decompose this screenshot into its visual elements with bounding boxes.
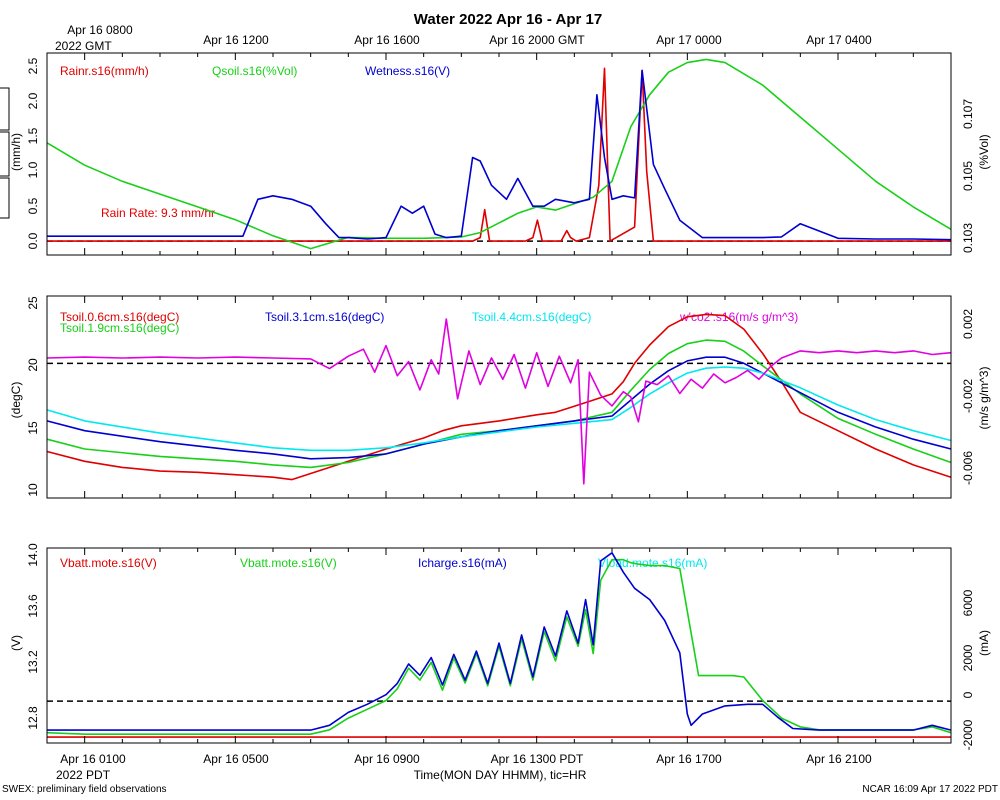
- y-tick-label: 13.6: [26, 594, 40, 618]
- legend-wetness: Wetness.s16(V): [365, 64, 450, 78]
- bottom-tick-label: Apr 16 1300 PDT: [491, 752, 584, 766]
- left-edge-marks: [0, 87, 10, 219]
- y-tick-label: 15: [26, 421, 40, 435]
- left-tick-labels: 12.8 13.2 13.6 14.0: [26, 543, 40, 730]
- left-tick-labels: 10 15 20 25: [26, 296, 40, 497]
- bottom-tick-label: Apr 16 0100: [60, 752, 126, 766]
- y-label-left: (V): [9, 635, 23, 651]
- y-tick-label: 13.2: [26, 650, 40, 674]
- y-label-right: (%Vol): [977, 134, 991, 169]
- panel-soil-temperature: Tsoil.0.6cm.s16(degC) Tsoil.1.9cm.s16(de…: [9, 295, 991, 499]
- legend-icharge: Icharge.s16(mA): [418, 556, 507, 570]
- chart-title: Water 2022 Apr 16 - Apr 17: [414, 11, 602, 28]
- series-line-tsoil-1-9cm-s16-degc: [46, 339, 952, 469]
- legend-vload: Vload.mote.s16(mA): [598, 556, 707, 570]
- left-tick-labels: 0.0 0.5 1.0 1.5 2.0 2.5: [26, 57, 40, 249]
- bottom-tick-label: Apr 16 0900: [354, 752, 420, 766]
- y-tick-label: 1.0: [26, 161, 40, 178]
- series-line-tsoil-0-6cm-s16-degc: [46, 313, 952, 481]
- panel-frame: [46, 52, 952, 256]
- legend-tsoil-19: Tsoil.1.9cm.s16(degC): [60, 321, 179, 335]
- y-tick-label: 10: [26, 483, 40, 497]
- series-line-vbatt-mote-s16-v: [46, 558, 952, 736]
- top-axis-labels: Apr 16 0800 Apr 16 1200 Apr 16 1600 Apr …: [55, 23, 872, 53]
- top-tick-label: Apr 16 2000 GMT: [489, 33, 585, 47]
- y-tick-label: 0.0: [26, 232, 40, 249]
- rain-rate-annotation: Rain Rate: 9.3 mm/hr: [101, 206, 215, 220]
- bottom-axis-sublabel: 2022 PDT: [56, 768, 111, 782]
- series-line-rainr-s16-mm-h: [47, 67, 951, 242]
- legend-vbatt-green: Vbatt.mote.s16(V): [240, 556, 337, 570]
- y-tick-label: 0.107: [961, 99, 975, 129]
- x-axis-title: Time(MON DAY HHMM), tic=HR: [414, 768, 587, 782]
- legend-wco2: w'co2'.s16(m/s g/m^3): [679, 310, 798, 324]
- y-tick-label: 14.0: [26, 543, 40, 567]
- legend-tsoil-31: Tsoil.3.1cm.s16(degC): [265, 310, 384, 324]
- y-label-left: (degC): [9, 382, 23, 419]
- top-axis-sublabel: 2022 GMT: [55, 39, 112, 53]
- series-line-tsoil-3-1cm-s16-degc: [46, 356, 952, 460]
- bottom-axis-labels: Apr 16 0100 Apr 16 0500 Apr 16 0900 Apr …: [56, 752, 872, 782]
- panel-rain-soil-wetness: Rainr.s16(mm/h) Qsoil.s16(%Vol) Wetness.…: [9, 52, 991, 256]
- panel-frame: [46, 295, 952, 499]
- y-tick-label: 0.5: [26, 197, 40, 214]
- top-tick-label: Apr 16 1600: [354, 33, 420, 47]
- y-tick-label: 12.8: [26, 706, 40, 730]
- y-tick-label: 0.103: [961, 223, 975, 253]
- y-tick-label: -2000: [961, 719, 975, 750]
- right-tick-labels: 0.103 0.105 0.107: [961, 99, 975, 253]
- y-tick-label: 1.5: [26, 127, 40, 144]
- bottom-tick-label: Apr 16 1700: [656, 752, 722, 766]
- y-label-right: (m/s g/m^3): [977, 367, 991, 430]
- y-tick-label: 6000: [961, 589, 975, 616]
- y-tick-label: 2000: [961, 644, 975, 671]
- top-tick-label: Apr 16 0800: [67, 23, 133, 37]
- bottom-tick-label: Apr 16 2100: [806, 752, 872, 766]
- series-line-wetness-s16-v: [47, 69, 952, 241]
- series-line-tsoil-4-4cm-s16-degc: [46, 366, 952, 452]
- y-tick-label: 0.105: [961, 161, 975, 191]
- y-label-right: (mA): [977, 630, 991, 656]
- series-line-icharge-s16-ma: [47, 551, 952, 731]
- legend-rainr: Rainr.s16(mm/h): [60, 64, 149, 78]
- series-line-qsoil-s16-vol: [46, 58, 952, 250]
- legend-tsoil-06: Tsoil.0.6cm.s16(degC): [60, 310, 179, 324]
- top-tick-label: Apr 17 0400: [806, 33, 872, 47]
- footer-left: SWEX: preliminary field observations: [2, 784, 167, 795]
- y-tick-label: 2.0: [26, 92, 40, 109]
- y-tick-label: 0: [961, 691, 975, 698]
- y-tick-label: -0.006: [961, 451, 975, 485]
- y-tick-label: 20: [26, 358, 40, 372]
- axis-ticks: [46, 53, 952, 743]
- y-tick-label: 0.002: [961, 309, 975, 339]
- top-tick-label: Apr 16 1200: [203, 33, 269, 47]
- y-tick-label: -0.002: [961, 379, 975, 413]
- right-tick-labels: 0.002 -0.002 -0.006: [961, 309, 975, 485]
- footer-right: NCAR 16:09 Apr 17 2022 PDT: [862, 784, 998, 795]
- y-tick-label: 2.5: [26, 57, 40, 74]
- legend-qsoil: Qsoil.s16(%Vol): [212, 64, 297, 78]
- y-tick-label: 25: [26, 296, 40, 310]
- bottom-tick-label: Apr 16 0500: [203, 752, 269, 766]
- right-tick-labels: -2000 0 2000 6000: [961, 589, 975, 750]
- legend-vbatt-red: Vbatt.mote.s16(V): [60, 556, 157, 570]
- top-tick-label: Apr 17 0000: [656, 33, 722, 47]
- y-label-left: (mm/h): [9, 133, 23, 171]
- legend-tsoil-44: Tsoil.4.4cm.s16(degC): [472, 310, 591, 324]
- series-line-w-co2-s16-m-s-g-m-3: [46, 318, 952, 485]
- panel-power: Vbatt.mote.s16(V) Vbatt.mote.s16(V) Icha…: [9, 543, 991, 750]
